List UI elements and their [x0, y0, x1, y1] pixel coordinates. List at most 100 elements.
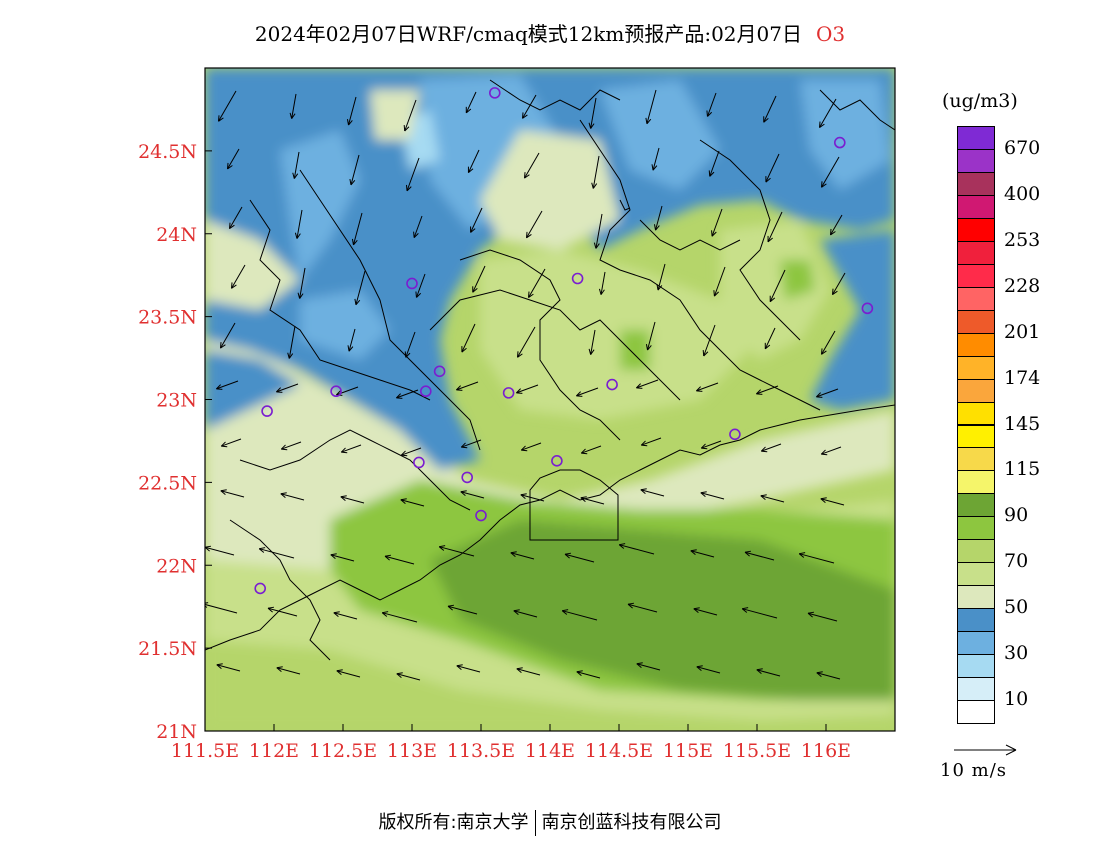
wind-vector-head — [336, 670, 342, 676]
lat-tick-label: 22.5N — [138, 472, 197, 494]
wind-vector-head — [267, 606, 275, 609]
wind-vector — [761, 443, 782, 452]
wind-vector — [461, 323, 476, 353]
footer-right: 南京创蓝科技有限公司 — [541, 812, 722, 833]
wind-vector-head — [592, 183, 598, 189]
wind-vector-head — [216, 664, 222, 670]
lat-tick-label: 21N — [156, 721, 197, 743]
wind-vector-head — [472, 288, 478, 293]
wind-vector — [291, 93, 297, 119]
wind-vector-head — [258, 548, 265, 553]
wind-vector-head — [294, 232, 298, 239]
wind-vector — [231, 264, 246, 289]
wind-vector-head — [760, 495, 766, 501]
wind-vector-head — [291, 113, 296, 119]
wind-vector — [406, 157, 420, 192]
wind-vector — [640, 489, 665, 497]
wind-vector — [401, 447, 422, 456]
wind-vector-head — [767, 237, 773, 243]
wind-vector-head — [289, 112, 293, 119]
wind-vector-head — [576, 395, 583, 397]
wind-vector-head — [696, 390, 703, 392]
wind-vector-head — [216, 388, 223, 390]
wind-vector — [447, 605, 478, 615]
wind-vector — [216, 664, 241, 672]
wind-vector-head — [598, 288, 602, 295]
boundary-lines — [205, 79, 895, 661]
wind-vector-head — [340, 496, 346, 502]
wind-vector-head — [517, 351, 519, 358]
wind-vector — [355, 270, 366, 305]
wind-vector-head — [703, 351, 709, 357]
colorbar-label: 201 — [1004, 320, 1041, 343]
station-marker — [261, 405, 273, 417]
wind-vector-head — [220, 344, 226, 349]
wind-vector-head — [580, 496, 587, 499]
wind-vector-head — [220, 441, 226, 447]
colorbar: (ug/m3) 670 400 253 228 201 174 145 115 90 70 50 30… — [940, 90, 1060, 730]
wind-vector-head — [696, 666, 702, 672]
wind-vector-head — [231, 282, 233, 289]
wind-vector — [646, 89, 657, 124]
wind-vector-head — [564, 552, 572, 555]
wind-vector — [465, 91, 477, 114]
station-marker — [551, 455, 563, 467]
wind-vector-head — [259, 547, 266, 550]
wind-vector-head — [522, 112, 524, 119]
wind-vector-head — [227, 165, 233, 170]
wind-vector-head — [216, 663, 223, 666]
station-marker — [861, 302, 874, 315]
wind-vector-head — [404, 126, 410, 132]
wind-vector-head — [561, 610, 568, 615]
wind-vector-head — [763, 118, 769, 123]
wind-vector-head — [816, 392, 821, 398]
wind-vector-head — [799, 552, 806, 555]
wind-vector — [600, 271, 606, 295]
wind-vector-head — [470, 228, 476, 233]
lon-tick-label: 113.5E — [447, 740, 515, 762]
wind-vector — [348, 328, 356, 352]
colorbar-label: 253 — [1004, 228, 1041, 251]
wind-vector-head — [404, 351, 407, 358]
wind-vector-head — [756, 389, 761, 395]
wind-vector-head — [742, 607, 749, 610]
wind-vector-head — [231, 284, 237, 289]
wind-vector — [456, 381, 479, 391]
station-marker — [475, 509, 487, 522]
wind-vector-head — [636, 663, 642, 669]
station-marker — [502, 387, 515, 399]
wind-vector-head — [350, 180, 356, 186]
wind-vector-head — [267, 607, 273, 613]
footer-separator — [534, 810, 536, 836]
wind-vector-head — [590, 123, 595, 129]
colorbar-swatch — [957, 355, 995, 380]
wind-vector-head — [413, 233, 419, 238]
station-marker — [330, 385, 342, 398]
wind-vector-head — [516, 388, 521, 394]
colorbar-swatch — [957, 447, 995, 472]
colorbar-swatch — [957, 608, 995, 633]
wind-vector — [296, 209, 303, 239]
wind-vector-head — [297, 292, 301, 299]
station-marker — [606, 378, 618, 391]
wind-vector-head — [693, 607, 700, 610]
wind-vector-head — [714, 291, 719, 297]
wind-vector — [756, 385, 779, 395]
wind-vector — [526, 210, 543, 239]
wind-vector — [259, 548, 295, 559]
wind-vector-head — [351, 238, 354, 245]
wind-vector-head — [510, 552, 516, 558]
lon-tick-label: 115.5E — [723, 740, 791, 762]
wind-vector-head — [517, 353, 523, 358]
wind-vector — [276, 383, 299, 393]
wind-vector — [703, 324, 716, 357]
wind-vector-head — [653, 224, 657, 231]
wind-vector-head — [627, 602, 635, 605]
wind-vector-head — [221, 445, 228, 448]
wind-vector-head — [384, 554, 392, 557]
wind-vector-head — [406, 184, 408, 191]
longitude-axis: 111.5E 112E 112.5E 113E 113.5E 114E 114.5E 115E… — [171, 724, 851, 762]
wind-vector — [267, 607, 298, 617]
wind-vector-head — [280, 444, 286, 450]
